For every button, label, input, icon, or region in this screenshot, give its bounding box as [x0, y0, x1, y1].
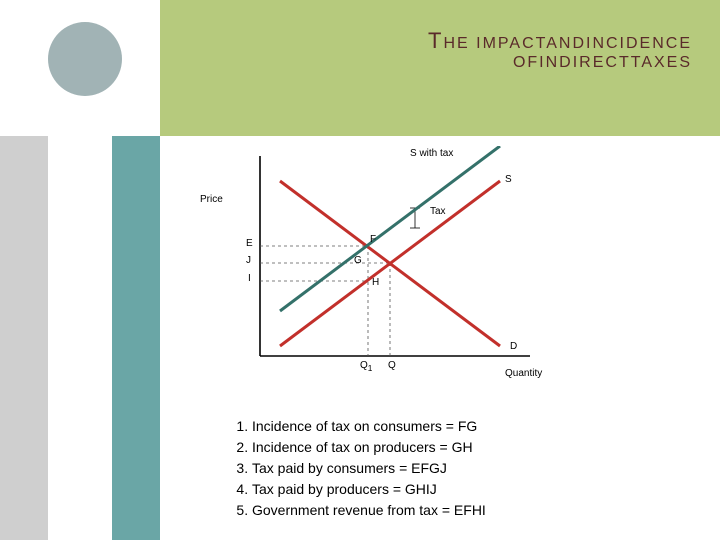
label-quantity: Quantity — [505, 368, 542, 379]
list-item: Tax paid by producers = GHIJ — [252, 479, 690, 500]
label-q: Q — [388, 360, 396, 371]
sidebar-gray — [0, 136, 48, 540]
label-s: S — [505, 174, 512, 185]
supply-demand-chart: S with tax S Tax Price D Quantity E J I … — [200, 146, 600, 396]
label-price: Price — [200, 194, 223, 205]
slide-title: THE IMPACTANDINCIDENCE OFINDIRECTTAXES — [172, 28, 692, 72]
label-g: G — [354, 255, 362, 266]
list-item: Incidence of tax on producers = GH — [252, 437, 690, 458]
label-h: H — [372, 277, 379, 288]
title-line-1-rest: HE IMPACTANDINCIDENCE — [443, 35, 692, 52]
decorative-circle-icon — [48, 22, 122, 96]
label-s-with-tax: S with tax — [410, 148, 453, 159]
sidebar-teal — [112, 136, 160, 540]
label-i: I — [248, 273, 251, 284]
label-q1: Q1 — [360, 360, 372, 373]
title-line-1-initial: T — [428, 28, 443, 53]
title-line-2: OFINDIRECTTAXES — [172, 54, 692, 72]
chart-svg — [200, 146, 580, 386]
header: THE IMPACTANDINCIDENCE OFINDIRECTTAXES — [0, 0, 720, 136]
notes-list: Incidence of tax on consumers = FG Incid… — [230, 416, 690, 521]
list-item: Incidence of tax on consumers = FG — [252, 416, 690, 437]
label-d: D — [510, 341, 517, 352]
list-item: Government revenue from tax = EFHI — [252, 500, 690, 521]
content-area: S with tax S Tax Price D Quantity E J I … — [160, 136, 720, 540]
label-tax: Tax — [430, 206, 446, 217]
label-j: J — [246, 255, 251, 266]
label-f: F — [370, 234, 376, 245]
list-item: Tax paid by consumers = EFGJ — [252, 458, 690, 479]
label-e: E — [246, 238, 253, 249]
